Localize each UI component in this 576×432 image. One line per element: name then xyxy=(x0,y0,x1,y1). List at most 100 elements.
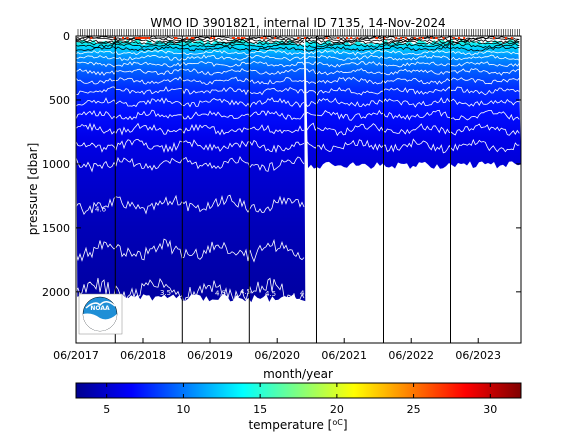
warm-surface-mark xyxy=(273,37,276,39)
plot-frame xyxy=(75,35,522,344)
warm-surface-mark xyxy=(192,37,195,39)
x-tick-label: 06/2017 xyxy=(53,349,99,362)
warm-surface-mark xyxy=(264,37,267,39)
x-tick-label: 06/2022 xyxy=(388,349,434,362)
warm-surface-mark xyxy=(375,37,378,39)
plot-area: 4.6 4.5 4.5 4.5 4.5 3.5 0 500 1000 1500 2000 06/2… xyxy=(42,29,522,362)
warm-surface-mark xyxy=(138,37,141,39)
isotherm-label: 4.5 xyxy=(265,290,276,298)
y-tick-label: 0 xyxy=(63,30,70,43)
warm-surface-mark xyxy=(126,37,129,39)
colorbar-tick-label: 30 xyxy=(483,403,497,416)
isotherm-1320 xyxy=(76,194,305,216)
y-axis-title: pressure [dbar] xyxy=(26,143,40,236)
isotherm-860 xyxy=(305,138,520,154)
chart-title: WMO ID 3901821, internal ID 7135, 14-Nov… xyxy=(150,16,445,30)
y-axis: 0 500 1000 1500 2000 xyxy=(42,30,521,299)
x-axis-title: month/year xyxy=(263,367,333,381)
warm-surface-mark xyxy=(442,37,445,39)
warm-surface-mark xyxy=(395,37,398,39)
isotherm-75 xyxy=(305,42,520,49)
x-tick-label: 06/2018 xyxy=(120,349,166,362)
isotherm-100 xyxy=(305,45,520,52)
warm-surface-mark xyxy=(422,37,424,39)
isotherm-170 xyxy=(76,54,305,62)
isotherm-75 xyxy=(76,42,305,49)
isotherm-620 xyxy=(76,109,305,121)
warm-surface-mark xyxy=(190,37,193,39)
x-tick-label: 06/2020 xyxy=(254,349,300,362)
colorbar-label-close: ] xyxy=(343,418,348,432)
isotherm-220 xyxy=(305,61,520,68)
warm-surface-mark xyxy=(435,37,437,39)
isotherm-430 xyxy=(76,86,305,96)
x-tick-label: 06/2023 xyxy=(455,349,501,362)
warm-surface-mark xyxy=(325,37,328,39)
noaa-logo: NOAA xyxy=(78,293,123,335)
x-tick-label: 06/2019 xyxy=(187,349,233,362)
warm-surface-mark xyxy=(174,37,177,39)
warm-surface-mark xyxy=(237,37,240,39)
warm-surface-mark xyxy=(345,37,348,39)
isotherm-520 xyxy=(304,97,520,108)
warm-surface-mark xyxy=(135,37,137,39)
isotherm-520 xyxy=(76,97,305,109)
warm-surface-mark xyxy=(141,37,144,39)
warm-surface-mark xyxy=(213,37,216,39)
noaa-logo-text: NOAA xyxy=(90,305,110,312)
y-tick-label: 1500 xyxy=(42,222,70,235)
isotherm-label: 4.5 xyxy=(300,289,311,297)
colorbar-unit-sup: oC xyxy=(332,418,343,427)
warm-surface-mark xyxy=(458,37,460,39)
warm-surface-mark xyxy=(404,37,407,39)
warm-surface-mark xyxy=(304,37,306,39)
warm-surface-mark xyxy=(337,37,340,39)
warm-surface-mark xyxy=(510,37,513,39)
warm-surface-mark xyxy=(210,37,213,39)
isotherm-430 xyxy=(305,86,520,96)
colorbar-gradient xyxy=(75,382,522,399)
warm-surface-mark xyxy=(493,37,495,39)
warm-surface-mark xyxy=(261,37,264,39)
warm-surface-mark xyxy=(232,37,235,39)
year-divider-lines xyxy=(114,36,452,343)
warm-surface-mark xyxy=(356,37,359,39)
x-axis: 06/2017 06/2018 06/2019 06/2020 06/2021 06/20… xyxy=(53,338,501,362)
warm-surface-mark xyxy=(297,37,300,39)
warm-surface-mark xyxy=(413,37,416,39)
warm-surface-mark xyxy=(145,37,148,39)
colorbar-tick-label: 15 xyxy=(253,403,267,416)
colorbar-ticks: 5 10 15 20 25 30 xyxy=(103,383,497,416)
isotherm-280 xyxy=(305,67,520,76)
warm-surface-mark xyxy=(122,37,124,39)
y-tick-label: 1000 xyxy=(42,158,70,171)
isotherm-100 xyxy=(76,46,305,52)
warm-surface-mark xyxy=(90,37,93,39)
isotherm-280 xyxy=(76,67,305,76)
isotherm-130 xyxy=(76,49,305,56)
y-tick-label: 2000 xyxy=(42,286,70,299)
isotherm-label: 4.5 xyxy=(240,288,251,296)
isotherm-55 xyxy=(305,40,520,46)
isotherm-label: 3.5 xyxy=(160,289,171,297)
colorbar: 5 10 15 20 25 30 temperature [oC] xyxy=(75,382,522,432)
colorbar-tick-label: 20 xyxy=(330,403,344,416)
warm-surface-mark xyxy=(243,37,246,39)
colorbar-tick-label: 10 xyxy=(176,403,190,416)
warm-surface-mark xyxy=(418,37,421,39)
isotherm-130 xyxy=(305,49,520,56)
isotherm-label: 4.5 xyxy=(215,289,226,297)
isotherm-25 xyxy=(305,36,520,42)
isotherm-220 xyxy=(76,60,305,68)
colorbar-tick-label: 25 xyxy=(407,403,421,416)
isotherm-label: 4.6 xyxy=(95,206,107,214)
warm-surface-mark xyxy=(148,37,151,39)
isotherm-730 xyxy=(76,122,305,136)
warm-surface-mark xyxy=(350,37,353,39)
isotherm-170 xyxy=(305,54,520,61)
profile-tick-marks xyxy=(77,29,520,36)
x-tick-label: 06/2021 xyxy=(321,349,367,362)
warm-surface-mark xyxy=(452,37,455,39)
warm-surface-mark xyxy=(430,37,433,39)
